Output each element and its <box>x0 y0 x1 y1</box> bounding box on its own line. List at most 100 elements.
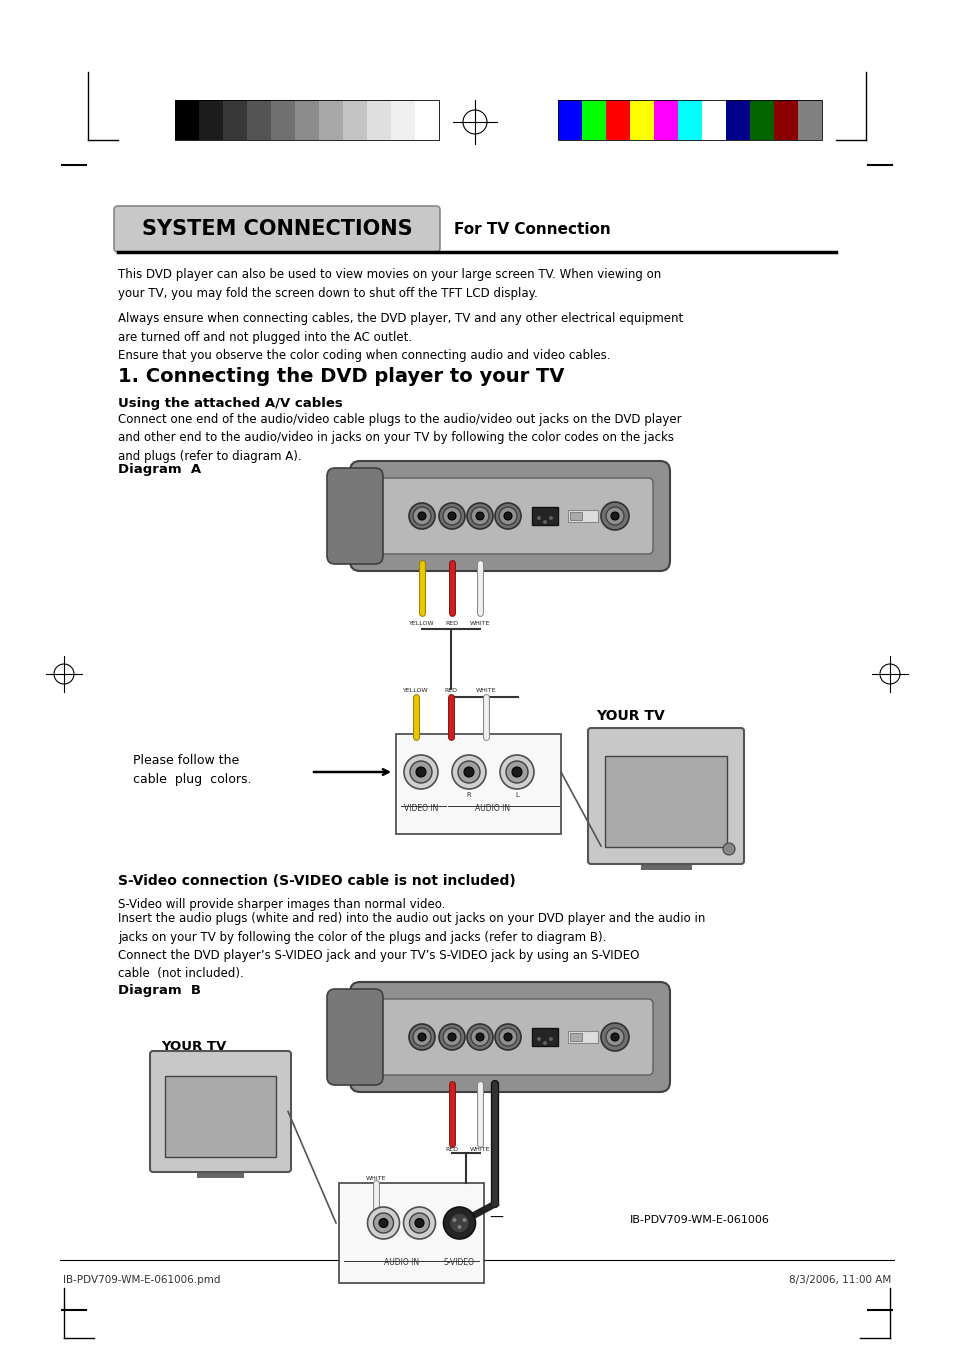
Text: — 17 —: — 17 — <box>450 1210 503 1224</box>
Bar <box>223 100 247 140</box>
Circle shape <box>409 1213 429 1233</box>
Bar <box>654 100 678 140</box>
Bar <box>271 100 294 140</box>
Circle shape <box>467 503 493 529</box>
Text: S-Video connection (S-VIDEO cable is not included): S-Video connection (S-VIDEO cable is not… <box>118 874 516 888</box>
Circle shape <box>413 507 431 525</box>
Circle shape <box>548 1037 553 1041</box>
Bar <box>605 100 629 140</box>
Bar <box>391 100 415 140</box>
Circle shape <box>503 1033 512 1041</box>
Bar <box>581 100 605 140</box>
Text: Using the attached A/V cables: Using the attached A/V cables <box>118 397 342 410</box>
Text: S-Video will provide sharper images than normal video.: S-Video will provide sharper images than… <box>118 898 445 911</box>
Circle shape <box>374 1213 393 1233</box>
Text: Diagram  B: Diagram B <box>118 983 201 997</box>
Bar <box>532 1028 558 1045</box>
Circle shape <box>476 1033 483 1041</box>
Text: Connect one end of the audio/video cable plugs to the audio/video out jacks on t: Connect one end of the audio/video cable… <box>118 413 680 463</box>
Circle shape <box>449 1213 469 1233</box>
Bar <box>294 100 318 140</box>
Circle shape <box>416 768 426 777</box>
Circle shape <box>610 513 618 519</box>
Circle shape <box>537 1037 540 1041</box>
Text: Please follow the
cable  plug  colors.: Please follow the cable plug colors. <box>132 754 252 786</box>
Bar <box>604 755 726 847</box>
Text: YELLOW: YELLOW <box>409 621 435 626</box>
Text: WHITE: WHITE <box>469 621 490 626</box>
Circle shape <box>542 1041 546 1045</box>
Bar <box>338 1183 483 1283</box>
Text: RED: RED <box>445 621 458 626</box>
Bar <box>569 1033 581 1041</box>
Bar <box>773 100 797 140</box>
Text: Insert the audio plugs (white and red) into the audio out jacks on your DVD play: Insert the audio plugs (white and red) i… <box>118 912 704 981</box>
Circle shape <box>438 503 464 529</box>
Bar <box>532 507 558 525</box>
Text: 18: 18 <box>470 1275 483 1286</box>
Bar <box>569 513 581 519</box>
Circle shape <box>457 761 479 782</box>
Circle shape <box>722 843 734 855</box>
FancyBboxPatch shape <box>350 461 669 571</box>
Circle shape <box>413 1028 431 1045</box>
Circle shape <box>367 1207 399 1238</box>
Circle shape <box>415 1218 423 1228</box>
Circle shape <box>498 1028 517 1045</box>
FancyBboxPatch shape <box>113 206 439 252</box>
Bar <box>415 100 438 140</box>
Circle shape <box>467 1024 493 1050</box>
Circle shape <box>471 1028 489 1045</box>
Circle shape <box>542 519 546 523</box>
FancyBboxPatch shape <box>327 468 382 564</box>
Text: R: R <box>466 792 471 799</box>
Circle shape <box>457 1225 461 1229</box>
Bar <box>165 1077 275 1157</box>
Circle shape <box>499 755 534 789</box>
Circle shape <box>417 513 426 519</box>
Circle shape <box>378 1218 388 1228</box>
Circle shape <box>462 1218 466 1222</box>
Bar <box>174 100 199 140</box>
Bar <box>343 100 367 140</box>
Circle shape <box>495 1024 520 1050</box>
Bar <box>725 100 749 140</box>
Circle shape <box>498 507 517 525</box>
Circle shape <box>471 507 489 525</box>
Text: IB-PDV709-WM-E-061006.pmd: IB-PDV709-WM-E-061006.pmd <box>63 1275 220 1286</box>
Text: Always ensure when connecting cables, the DVD player, TV and any other electrica: Always ensure when connecting cables, th… <box>118 312 682 362</box>
Circle shape <box>410 761 432 782</box>
Circle shape <box>443 1207 475 1238</box>
Bar <box>797 100 821 140</box>
FancyBboxPatch shape <box>327 989 382 1085</box>
Bar <box>558 100 581 140</box>
Circle shape <box>605 507 623 525</box>
Circle shape <box>476 513 483 519</box>
FancyBboxPatch shape <box>367 1000 652 1075</box>
Text: RED: RED <box>444 688 457 693</box>
Bar <box>199 100 223 140</box>
Text: WHITE: WHITE <box>476 688 496 693</box>
Text: VIDEO IN: VIDEO IN <box>403 804 437 813</box>
Text: WHITE: WHITE <box>366 1176 386 1180</box>
Circle shape <box>403 1207 435 1238</box>
Text: YOUR TV: YOUR TV <box>596 710 664 723</box>
Text: AUDIO IN: AUDIO IN <box>475 804 510 813</box>
Circle shape <box>537 517 540 519</box>
Circle shape <box>417 1033 426 1041</box>
Text: L: L <box>515 792 518 799</box>
Circle shape <box>495 503 520 529</box>
Text: This DVD player can also be used to view movies on your large screen TV. When vi: This DVD player can also be used to view… <box>118 268 660 299</box>
Circle shape <box>512 768 521 777</box>
Circle shape <box>600 1023 628 1051</box>
Circle shape <box>448 513 456 519</box>
Text: 1. Connecting the DVD player to your TV: 1. Connecting the DVD player to your TV <box>118 367 564 386</box>
Circle shape <box>409 1024 435 1050</box>
Circle shape <box>448 1033 456 1041</box>
Circle shape <box>548 517 553 519</box>
FancyBboxPatch shape <box>587 728 743 863</box>
Circle shape <box>409 503 435 529</box>
Bar <box>701 100 725 140</box>
Text: 8/3/2006, 11:00 AM: 8/3/2006, 11:00 AM <box>788 1275 890 1286</box>
Circle shape <box>403 755 437 789</box>
